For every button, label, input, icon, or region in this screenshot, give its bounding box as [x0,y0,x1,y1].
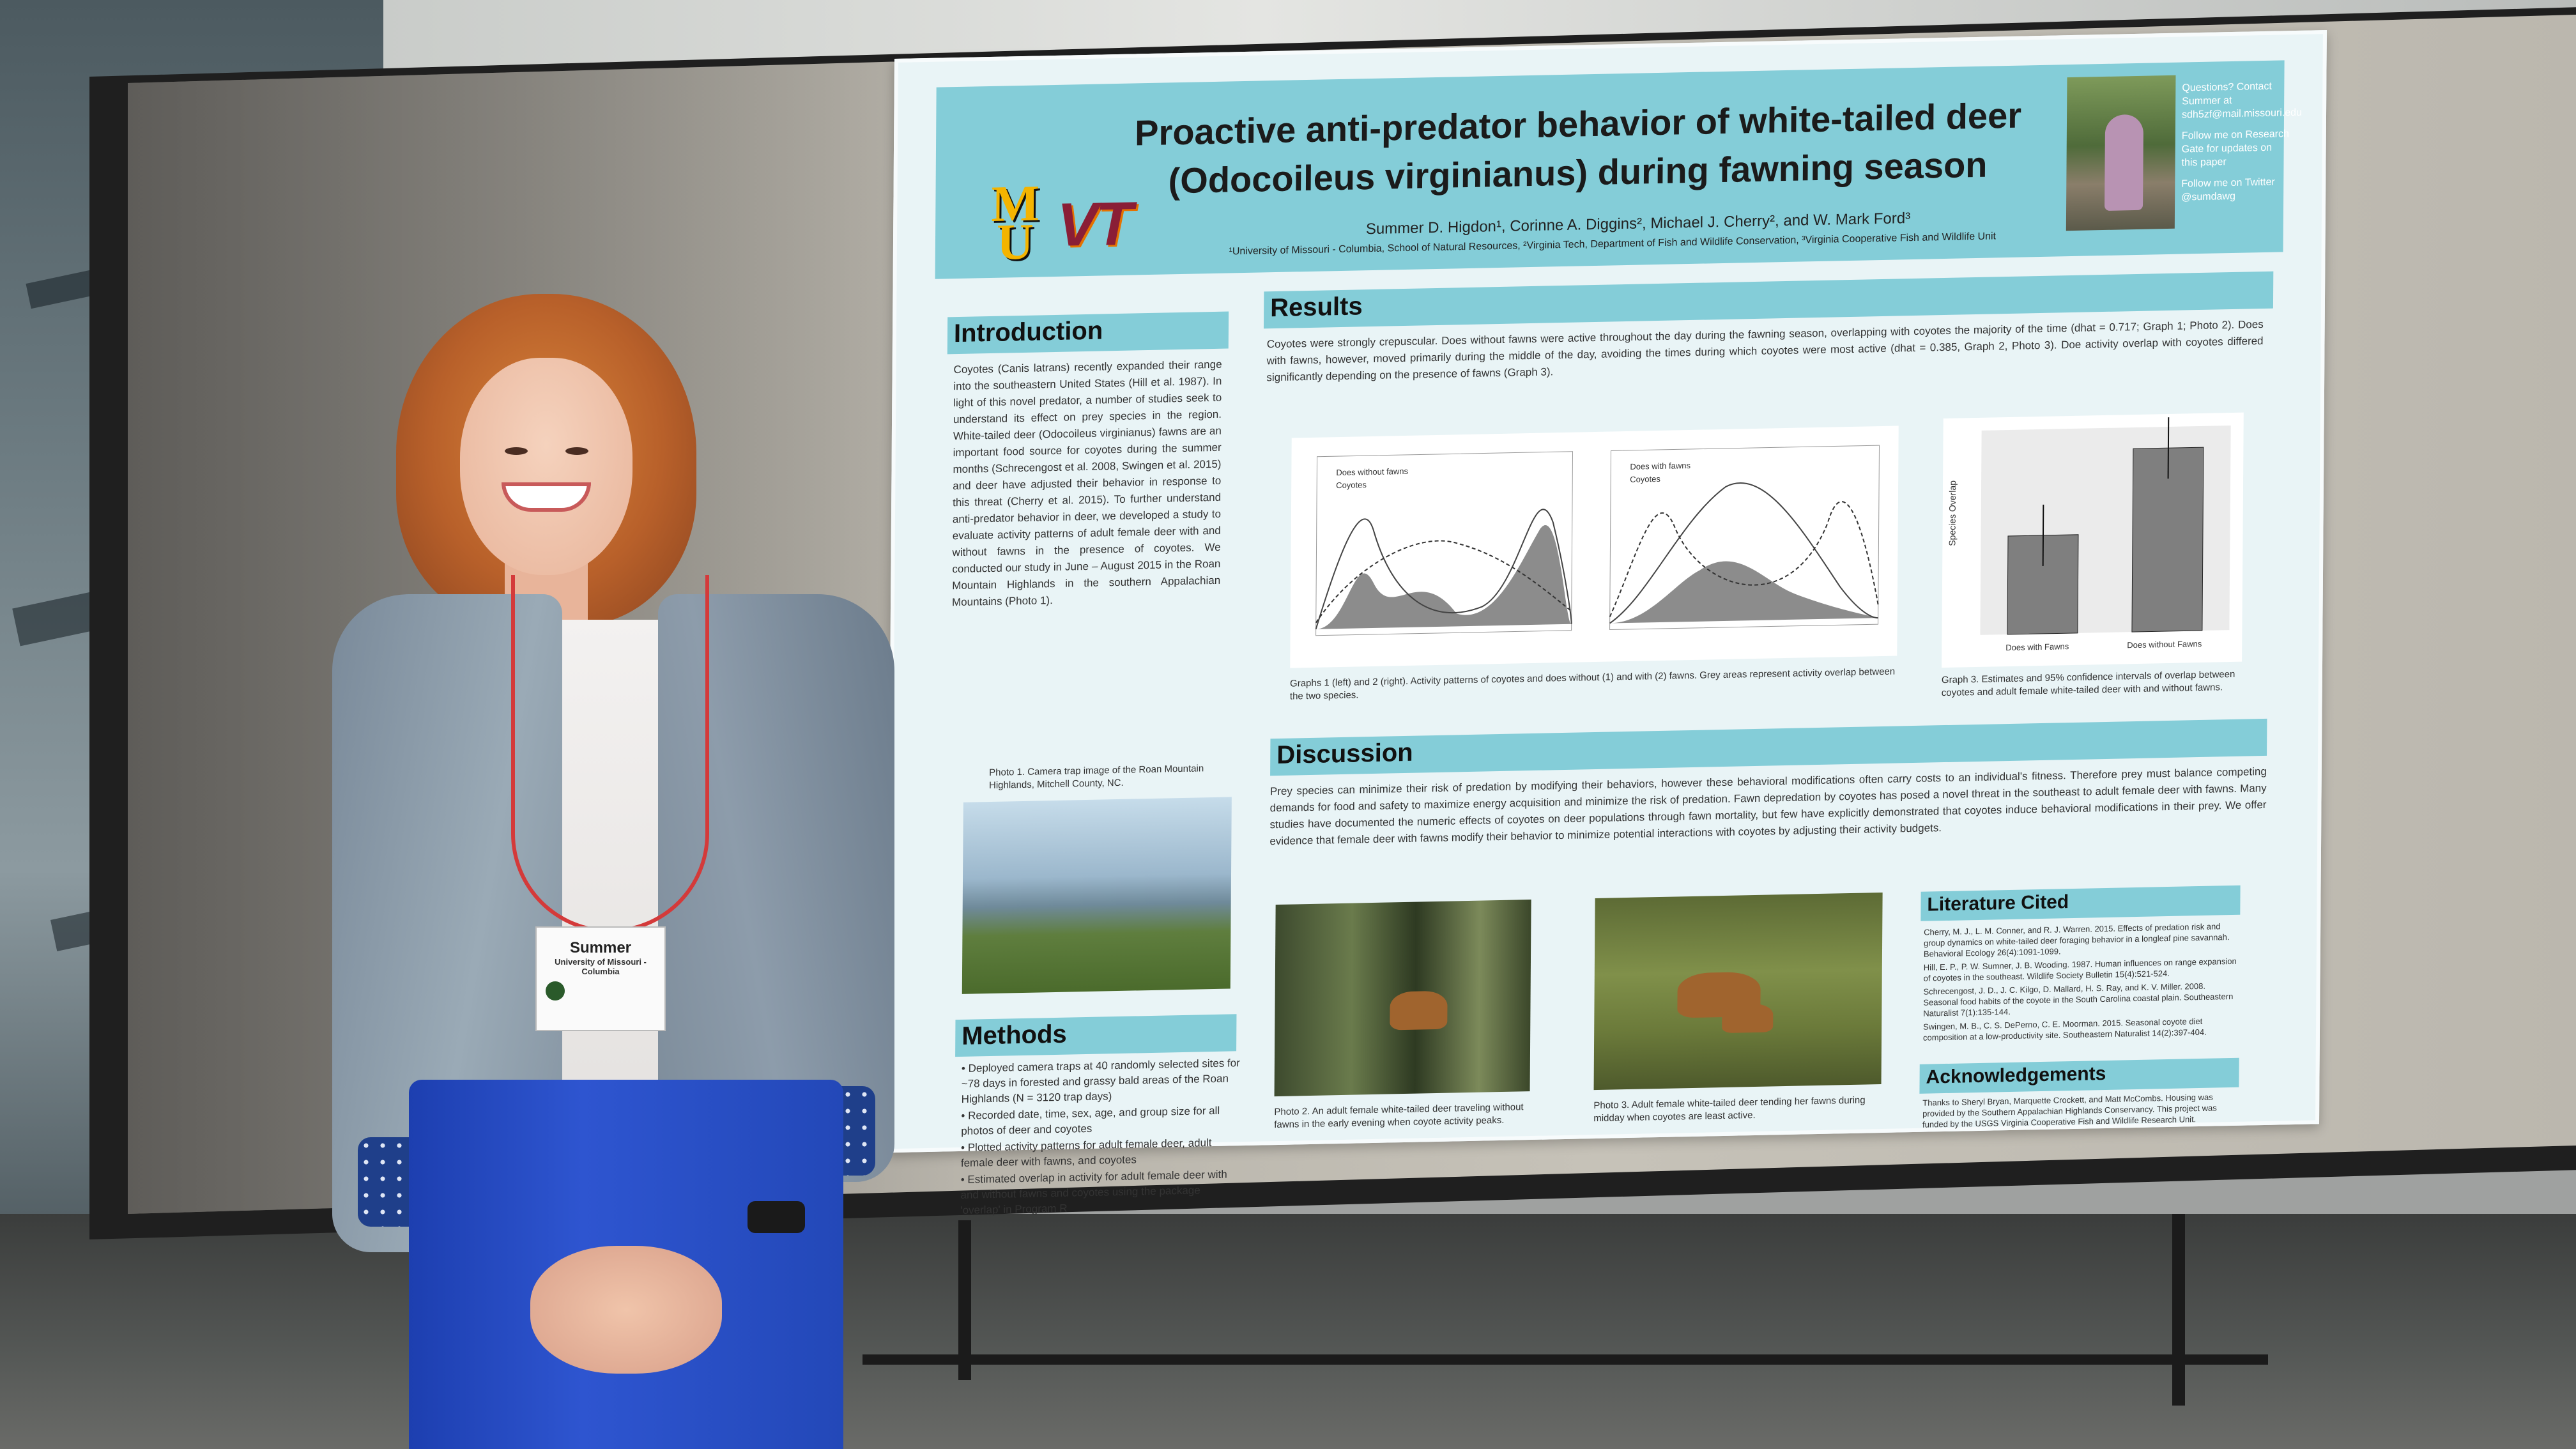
literature-entry: Hill, E. P., P. W. Sumner, J. B. Wooding… [1923,956,2237,983]
photo1-caption: Photo 1. Camera trap image of the Roan M… [988,763,1204,792]
literature-entry: Swingen, M. B., C. S. DePerno, C. E. Moo… [1922,1016,2207,1043]
graphs-caption: Graphs 1 (left) and 2 (right). Activity … [1289,666,1896,702]
literature-list: Cherry, M. J., L. M. Conner, and R. J. W… [1923,921,2237,1046]
photo-deer-without-fawns [1274,900,1531,1097]
graph2-legend-1: Does with fawns [1630,461,1690,471]
graph3-caption: Graph 3. Estimates and 95% confidence in… [1941,668,2235,699]
research-poster: M U VT Proactive anti-predator behavior … [887,29,2327,1216]
mizzou-logo: M U [991,175,1040,271]
graph3-xtick-1: Does with Fawns [2005,641,2069,652]
error-bar [2167,417,2170,479]
badge-affiliation: University of Missouri - Columbia [555,957,647,976]
photo-deer-with-fawns [1593,892,1883,1091]
contact-info: Questions? Contact Summer at sdh5zf@mail… [2181,80,2302,203]
graph2-legend-2: Coyotes [1630,474,1660,484]
error-bar [2042,504,2044,566]
name-badge: Summer University of Missouri - Columbia [535,926,666,1031]
discussion-text: Prey species can minimize their risk of … [1269,765,2267,848]
graph1-legend-2: Coyotes [1336,480,1367,490]
overlap-bar-chart-svg: Species Overlap Does with Fawns Does wit… [1947,417,2231,652]
graph3-xtick-2: Does without Fawns [2127,639,2202,650]
photo-roan-mountain [962,797,1232,994]
acknowledgements-text: Thanks to Sheryl Bryan, Marquette Crocke… [1922,1092,2217,1130]
activity-graphs: Does without fawns Coyotes Does with faw… [1290,425,1899,668]
methods-bullet: • Recorded date, time, sex, age, and gro… [961,1104,1220,1137]
literature-heading: Literature Cited [1920,885,2241,921]
graph1-legend-1: Does without fawns [1336,466,1408,477]
introduction-heading: Introduction [947,311,1229,355]
wristwatch [747,1201,805,1233]
literature-entry: Cherry, M. J., L. M. Conner, and R. J. W… [1923,921,2230,959]
photo3-caption: Photo 3. Adult female white-tailed deer … [1593,1094,1866,1124]
badge-seal-icon [546,981,565,1000]
methods-bullet: • Estimated overlap in activity for adul… [960,1168,1227,1216]
overlap-bar-chart: Species Overlap Does with Fawns Does wit… [1942,412,2244,668]
methods-bullet: • Plotted activity patterns for adult fe… [960,1137,1212,1169]
methods-heading: Methods [955,1014,1237,1057]
methods-bullet: • Deployed camera traps at 40 randomly s… [961,1057,1240,1105]
literature-entry: Schrecengost, J. D., J. C. Kilgo, D. Mal… [1923,981,2234,1018]
badge-name: Summer [569,939,632,956]
graph3-ylabel: Species Overlap [1947,480,1958,546]
presenter-hands [530,1246,722,1374]
photo2-caption: Photo 2. An adult female white-tailed de… [1274,1101,1524,1131]
presenter-face [460,358,632,575]
activity-graphs-svg: Does without fawns Coyotes Does with faw… [1315,445,1880,636]
author-photo [2066,75,2176,231]
methods-list: • Deployed camera traps at 40 randomly s… [960,1055,1243,1220]
introduction-text: Coyotes (Canis latrans) recently expande… [951,358,1222,609]
lanyard [511,575,709,933]
results-text: Coyotes were strongly crepuscular. Does … [1266,318,2264,384]
poster-title: Proactive anti-predator behavior of whit… [1134,95,2022,201]
acknowledgements-heading: Acknowledgements [1919,1057,2239,1094]
